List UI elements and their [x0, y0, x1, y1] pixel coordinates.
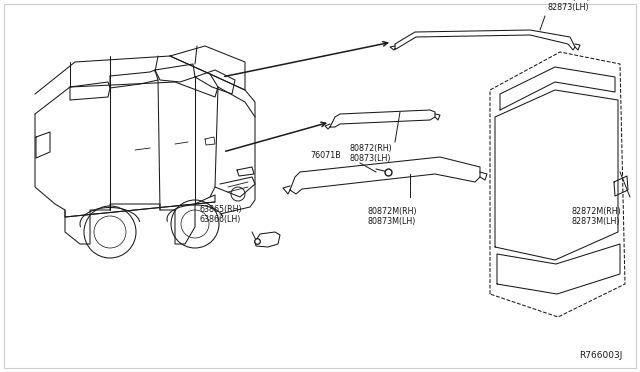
Text: 82872(RH)
82873(LH): 82872(RH) 82873(LH): [548, 0, 591, 12]
Text: 80872M(RH)
80873M(LH): 80872M(RH) 80873M(LH): [368, 207, 418, 227]
Text: 63865(RH)
63866(LH): 63865(RH) 63866(LH): [200, 205, 243, 224]
Text: 82872M(RH)
82873M(LH): 82872M(RH) 82873M(LH): [572, 207, 621, 227]
Text: R766003J: R766003J: [579, 351, 622, 360]
Text: 76071B: 76071B: [310, 151, 340, 160]
Text: 80872(RH)
80873(LH): 80872(RH) 80873(LH): [350, 144, 393, 163]
